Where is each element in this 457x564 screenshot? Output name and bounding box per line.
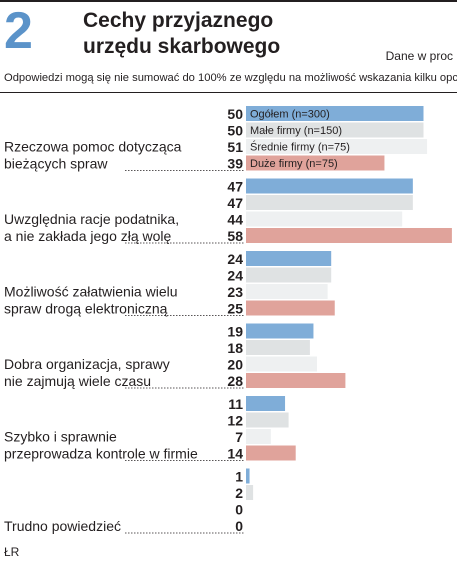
bar-chart: 50 Ogółem (n=300) 50 Małe firmy (n=150) 51 Śr…	[4, 106, 452, 534]
category-label-0-0: Rzeczowa pomoc dotycząca	[4, 139, 182, 155]
bar-2-1	[246, 267, 332, 283]
category-label-4-1: przeprowadza kontrole w firmie	[4, 446, 198, 462]
category-label-2-0: Możliwość załatwienia wielu	[4, 284, 178, 300]
value-label-0-3: 39	[227, 156, 243, 172]
bar-4-1	[246, 412, 289, 428]
value-label-0-0: 50	[227, 106, 243, 122]
legend-entry-2: Średnie firmy (n=75)	[250, 141, 350, 154]
chart-title-line-2: urzędu skarbowego	[83, 35, 281, 58]
bar-5-0	[246, 468, 250, 484]
value-label-5-0: 1	[235, 469, 243, 485]
value-label-4-3: 14	[227, 446, 243, 462]
value-label-2-2: 23	[227, 284, 243, 300]
category-label-5-0: Trudno powiedzieć	[4, 518, 121, 534]
bar-5-1	[246, 485, 254, 500]
value-label-2-0: 24	[227, 251, 243, 267]
bar-0-3	[246, 155, 385, 171]
bar-3-2	[246, 356, 317, 372]
value-label-0-1: 50	[227, 123, 243, 139]
bar-1-2	[246, 211, 403, 227]
legend-entry-1: Małe firmy (n=150)	[250, 125, 342, 137]
bar-0-1	[246, 122, 424, 138]
chart-note: Odpowiedzi mogą się nie sumować do 100% …	[4, 72, 457, 84]
value-label-1-0: 47	[227, 179, 243, 195]
bar-4-0	[246, 396, 286, 411]
value-label-4-0: 11	[228, 396, 243, 412]
value-label-1-2: 44	[227, 212, 243, 228]
value-label-4-1: 12	[227, 413, 243, 429]
value-label-4-2: 7	[235, 429, 243, 445]
category-label-0-1: bieżących spraw	[4, 156, 108, 172]
value-label-3-2: 20	[227, 357, 243, 373]
chart-title-line-1: Cechy przyjaznego	[83, 9, 274, 32]
category-label-1-1: a nie zakłada jego złą wolę	[4, 228, 172, 244]
value-label-2-3: 25	[227, 301, 243, 317]
value-label-5-1: 2	[235, 485, 243, 501]
legend-entry-3: Duże firmy (n=75)	[250, 158, 338, 170]
top-rule	[0, 0, 457, 2]
value-label-2-1: 24	[227, 268, 243, 284]
bar-1-0	[246, 178, 413, 194]
bar-0-0	[246, 106, 424, 121]
value-label-3-3: 28	[227, 373, 243, 389]
category-label-1-0: Uwzględnia racje podatnika,	[4, 211, 179, 227]
category-label-3-1: nie zajmują wiele czasu	[4, 373, 151, 389]
bar-2-2	[246, 284, 328, 299]
bar-2-3	[246, 300, 335, 316]
chart-title: Cechy przyjaznego urzędu skarbowego	[83, 8, 280, 60]
footer-credit: ŁR	[4, 545, 20, 559]
value-label-3-1: 18	[227, 340, 243, 356]
bar-3-3	[246, 373, 346, 388]
value-label-0-2: 51	[227, 139, 243, 155]
bar-3-0	[246, 323, 314, 339]
bar-1-3	[246, 228, 452, 243]
category-label-2-1: spraw drogą elektroniczną	[4, 301, 168, 317]
bar-2-0	[246, 251, 332, 266]
bar-1-1	[246, 195, 413, 210]
category-label-4-0: Szybko i sprawnie	[4, 429, 117, 445]
bar-3-1	[246, 340, 310, 355]
value-label-5-2: 0	[235, 502, 243, 518]
value-label-1-3: 58	[227, 228, 243, 244]
bar-0-2	[246, 139, 428, 154]
category-label-3-0: Dobra organizacja, sprawy	[4, 356, 170, 372]
figure-number: 2	[4, 2, 33, 60]
value-label-5-3: 0	[235, 518, 243, 534]
bar-4-2	[246, 429, 271, 444]
bar-4-3	[246, 445, 296, 461]
value-label-1-1: 47	[227, 195, 243, 211]
value-label-3-0: 19	[227, 324, 243, 340]
note-rule	[0, 92, 457, 93]
source-label: Dane w proc	[385, 49, 453, 63]
legend-entry-0: Ogółem (n=300)	[250, 109, 330, 121]
